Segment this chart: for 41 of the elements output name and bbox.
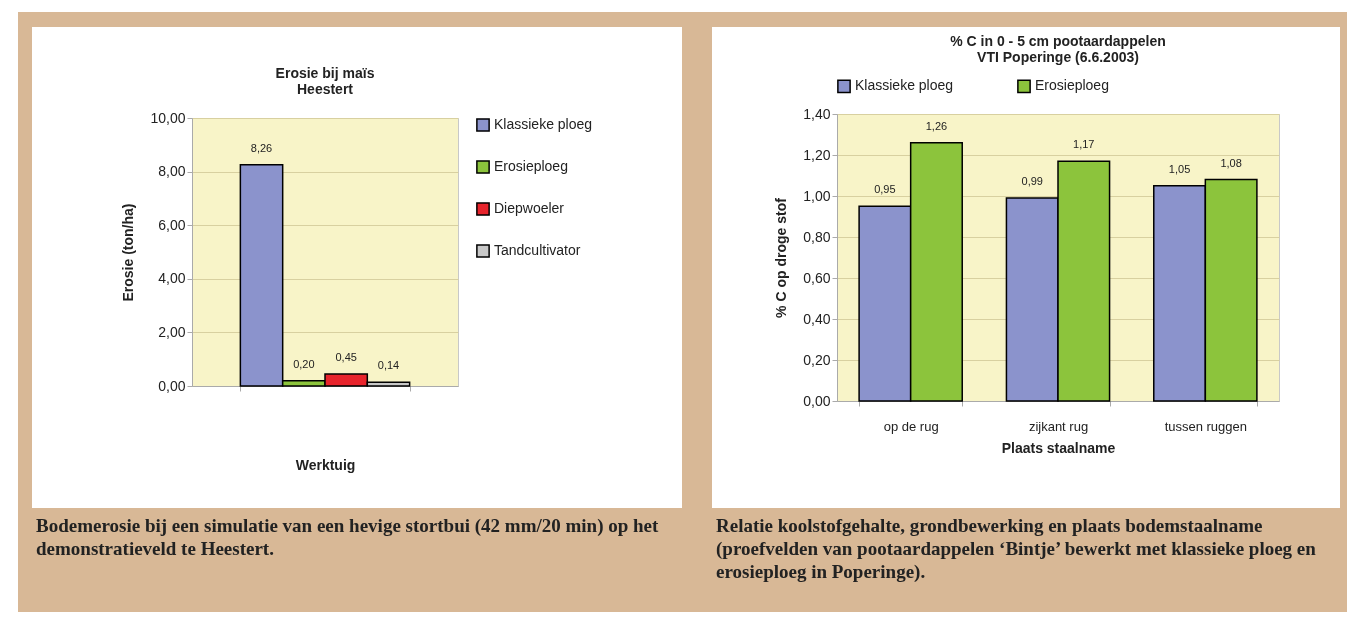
data-label: 0,99	[1021, 175, 1043, 188]
y-tick-label: 0,00	[802, 392, 831, 409]
y-tick-label: 1,40	[802, 105, 831, 122]
data-label: 1,08	[1219, 156, 1242, 169]
y-tick-label: 0,80	[802, 228, 831, 245]
legend-label: Tandcultivator	[494, 242, 581, 258]
legend-label: Diepwoeler	[494, 200, 565, 216]
y-tick-label: 8,00	[158, 163, 186, 180]
data-label: 8,26	[250, 141, 273, 154]
y-tick-label: 0,60	[802, 269, 831, 286]
y-tick-label: 1,20	[802, 146, 831, 163]
data-label: 1,05	[1168, 162, 1190, 175]
x-axis-title: Werktuig	[295, 456, 356, 473]
legend-label: Klassieke ploeg	[494, 116, 593, 132]
x-tick-label: op de rug	[883, 418, 939, 434]
y-tick-label: 6,00	[158, 216, 186, 233]
text: Bodemerosie bij een simulatie van een hevige stortbui (42 mm/20 min) op het demonstratieveld te Heestert.	[36, 514, 660, 560]
y-tick-label: 2,00	[158, 323, 186, 340]
y-axis-title: % C op droge stof	[772, 197, 789, 318]
y-tick-label: 10,00	[150, 109, 186, 126]
text: Relatie koolstofgehalte, grondbewerking en plaats bodemstaalname (proefvelden van pootaardappelen ‘Bintje’ bewerkt met klassieke ploeg en erosieploeg in Poperinge).	[716, 514, 1317, 583]
y-tick-label: 0,20	[802, 351, 831, 368]
data-label: 1,26	[925, 119, 947, 132]
legend-label: Erosieploeg	[1034, 77, 1109, 94]
chart-title: Erosie bij maïs Heestert	[275, 65, 375, 97]
data-label: 0,45	[335, 350, 357, 363]
data-label: 0,14	[377, 359, 400, 372]
y-tick-label: 1,00	[802, 187, 831, 204]
data-label: 0,20	[293, 357, 315, 370]
data-label: 0,95	[873, 183, 896, 196]
data-label: 1,17	[1072, 138, 1094, 151]
legend-label: Klassieke ploeg	[854, 77, 953, 94]
x-axis-title: Plaats staalname	[1001, 439, 1116, 456]
y-tick-label: 4,00	[158, 270, 186, 287]
x-tick-label: zijkant rug	[1028, 418, 1088, 434]
legend-label: Erosieploeg	[494, 158, 568, 174]
y-tick-label: 0,00	[158, 377, 186, 394]
y-tick-label: 0,40	[802, 310, 831, 327]
x-tick-label: tussen ruggen	[1164, 418, 1247, 434]
chart-title: % C in 0 - 5 cm pootaardappelen VTI Poperinge (6.6.2003)	[949, 33, 1166, 65]
y-axis-title: Erosie (ton/ha)	[120, 203, 137, 302]
